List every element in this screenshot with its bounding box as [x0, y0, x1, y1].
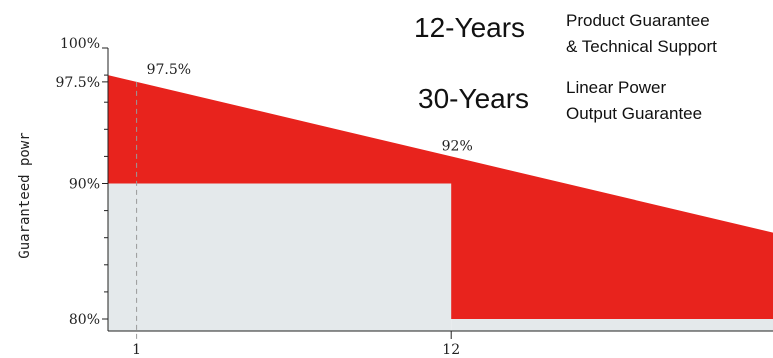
power-guarantee-text: Linear Power Output Guarantee: [566, 75, 702, 127]
y-axis-title: Guaranteed powr: [17, 132, 33, 258]
x-tick-label: 1: [132, 342, 141, 358]
power-guarantee-line2: Output Guarantee: [566, 104, 703, 123]
y-tick-label: 80%: [69, 312, 100, 328]
point-label: 97.5%: [147, 62, 191, 78]
chart-labels: 100%97.5%90%80%11230(year)Guaranteed pow…: [17, 36, 473, 358]
y-tick-label: 97.5%: [56, 75, 100, 91]
point-label: 92%: [442, 138, 473, 154]
power-guarantee-line1: Linear Power: [566, 78, 667, 97]
y-tick-label: 100%: [60, 36, 100, 52]
step-warranty-area-1: [108, 183, 452, 331]
chart-axes: [102, 47, 773, 339]
chart-areas: [108, 75, 773, 331]
product-guarantee-line1: Product Guarantee: [566, 11, 710, 30]
power-years: 30-Years: [418, 83, 530, 114]
product-guarantee-text: Product Guarantee & Technical Support: [566, 8, 717, 60]
step-warranty-area-2: [451, 319, 773, 331]
y-tick-label: 90%: [69, 177, 100, 193]
product-years: 12-Years: [414, 12, 526, 43]
product-guarantee-line2: & Technical Support: [566, 37, 717, 56]
x-tick-label: 12: [442, 342, 460, 358]
